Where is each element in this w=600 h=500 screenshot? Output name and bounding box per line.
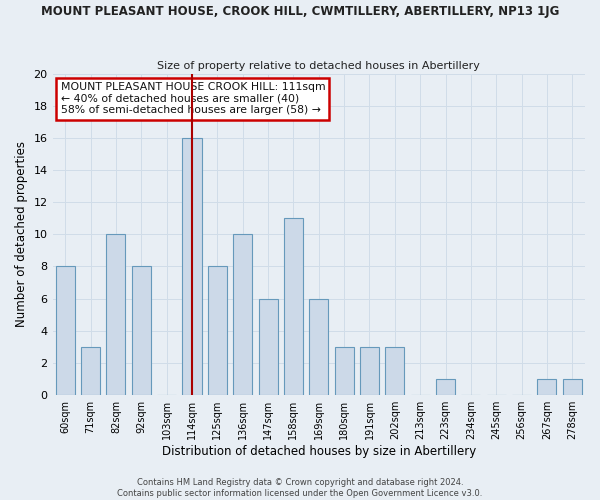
Bar — [56, 266, 75, 394]
X-axis label: Distribution of detached houses by size in Abertillery: Distribution of detached houses by size … — [161, 444, 476, 458]
Bar — [182, 138, 202, 394]
Bar — [335, 346, 353, 395]
Y-axis label: Number of detached properties: Number of detached properties — [15, 142, 28, 328]
Bar — [233, 234, 252, 394]
Text: MOUNT PLEASANT HOUSE CROOK HILL: 111sqm
← 40% of detached houses are smaller (40: MOUNT PLEASANT HOUSE CROOK HILL: 111sqm … — [61, 82, 325, 116]
Bar — [309, 298, 328, 394]
Bar — [385, 346, 404, 395]
Bar — [436, 378, 455, 394]
Bar — [81, 346, 100, 395]
Text: Contains HM Land Registry data © Crown copyright and database right 2024.
Contai: Contains HM Land Registry data © Crown c… — [118, 478, 482, 498]
Bar — [208, 266, 227, 394]
Bar — [284, 218, 303, 394]
Bar — [563, 378, 582, 394]
Bar — [538, 378, 556, 394]
Bar — [259, 298, 278, 394]
Bar — [132, 266, 151, 394]
Title: Size of property relative to detached houses in Abertillery: Size of property relative to detached ho… — [157, 60, 480, 70]
Bar — [360, 346, 379, 395]
Text: MOUNT PLEASANT HOUSE, CROOK HILL, CWMTILLERY, ABERTILLERY, NP13 1JG: MOUNT PLEASANT HOUSE, CROOK HILL, CWMTIL… — [41, 5, 559, 18]
Bar — [106, 234, 125, 394]
